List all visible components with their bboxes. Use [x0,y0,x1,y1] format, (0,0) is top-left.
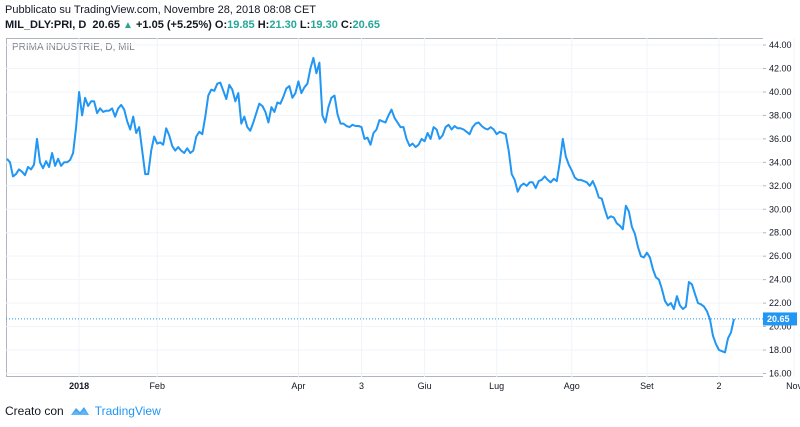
tradingview-brand-label: TradingView [94,404,161,418]
y-tick-label: 26.00 [769,251,792,261]
x-tick-label: Set [640,381,654,391]
last-price-tag: 20.65 [763,312,797,326]
x-tick-label: 2018 [69,381,89,391]
y-tick-label: 34.00 [769,157,792,167]
open-value: 19.85 [227,19,255,31]
x-tick-label: Ago [564,381,580,391]
footer: Creato con TradingView [5,404,161,418]
y-tick-label: 16.00 [769,368,792,378]
y-axis: 16.00 18.00 20.00 22.00 24.00 26.00 28.00 30.00… [763,40,792,378]
y-tick-label: 28.00 [769,228,792,238]
y-tick-label: 30.00 [769,204,792,214]
chart-header: Pubblicato su TradingView.com, Novembre … [5,3,380,33]
published-line: Pubblicato su TradingView.com, Novembre … [5,4,317,16]
y-tick-label: 44.00 [769,40,792,50]
high-label: H: [257,19,270,31]
high-value: 21.30 [269,19,297,31]
x-axis: 2018FebApr3GiuLugAgoSet2NovDic [69,381,800,391]
y-tick-label: 24.00 [769,275,792,285]
x-tick-label: Lug [489,381,504,391]
last-price: 20.65 [92,19,120,31]
chart-title: PRIMA INDUSTRIE, D, MIL [12,42,135,53]
price-series-line [6,56,735,354]
y-tick-label: 42.00 [769,63,792,73]
x-tick-label: Feb [149,381,165,391]
y-tick-label: 38.00 [769,110,792,120]
close-label: C: [340,19,353,31]
x-tick-label: Giu [418,381,432,391]
x-tick-label: 3 [359,381,364,391]
x-tick-label: Apr [291,381,305,391]
y-tick-label: 22.00 [769,298,792,308]
low-label: L: [299,19,311,31]
y-tick-label: 20.00 [769,322,792,332]
y-tick-label: 40.00 [769,87,792,97]
tradingview-link[interactable]: TradingView [70,404,161,418]
x-tick-label: Nov [786,381,800,391]
x-tick-label: 2 [716,381,721,391]
ticker-line: MIL_DLY:PRI, D 20.65 ▲ +1.05 (+5.25%) O:… [5,18,380,33]
open-label: O: [214,19,228,31]
chart-frame [6,38,763,377]
up-arrow-icon: ▲ [123,20,133,31]
last-price-tag-label: 20.65 [767,314,790,324]
grid-lines [6,38,795,377]
price-change: +1.05 (+5.25%) [135,19,212,31]
y-tick-label: 32.00 [769,181,792,191]
created-with-label: Creato con [5,404,64,418]
y-tick-label: 18.00 [769,345,792,355]
y-tick-label: 36.00 [769,134,792,144]
low-value: 19.30 [310,19,338,31]
ticker-symbol: MIL_DLY:PRI, D [5,19,87,31]
tradingview-logo-icon [70,407,89,415]
close-value: 20.65 [352,19,381,31]
